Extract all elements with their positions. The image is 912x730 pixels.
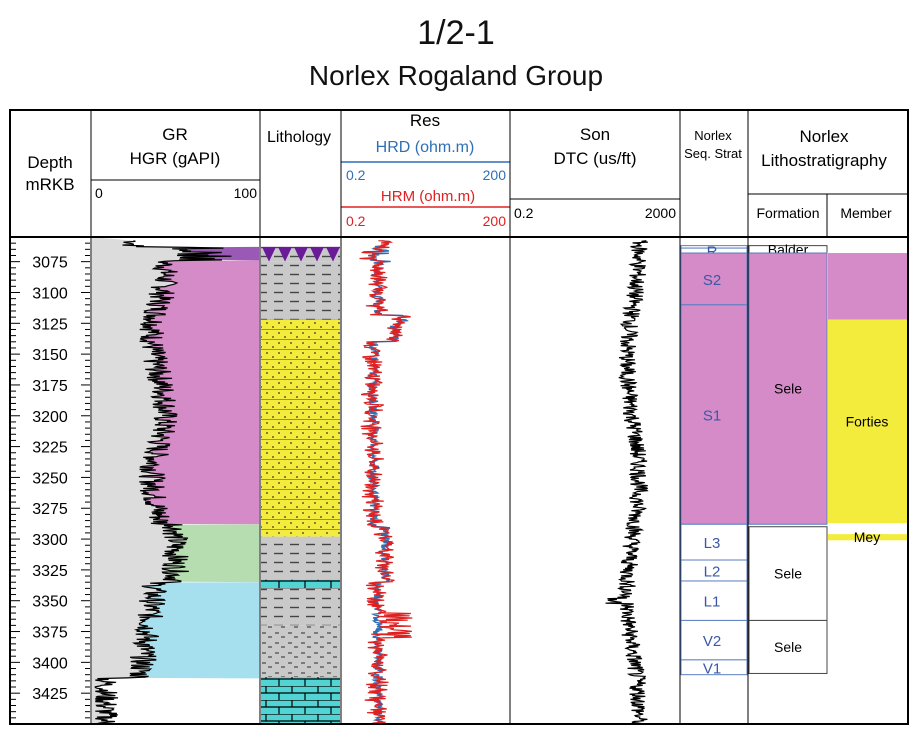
formation-label: Sele xyxy=(774,639,802,655)
depth-tick-label: 3325 xyxy=(32,563,68,580)
depth-tick-label: 3400 xyxy=(32,655,68,672)
formation-label: Sele xyxy=(774,381,802,397)
seq-strat-label: S1 xyxy=(703,408,721,425)
seq-strat-unit xyxy=(680,580,748,621)
member-track: Forties Mey xyxy=(828,253,907,545)
lithology-tuff-mark xyxy=(262,246,276,262)
lithology-tuff-mark xyxy=(278,246,292,262)
lithology-tuff-mark xyxy=(326,246,340,262)
seq-header: Norlex xyxy=(694,128,732,143)
lithology-marl xyxy=(261,625,340,678)
lithology-header: Lithology xyxy=(267,129,331,146)
lithology-track xyxy=(261,246,340,724)
formation-unit xyxy=(748,526,828,621)
depth-unit: mRKB xyxy=(25,175,74,194)
gr-unit: HGR (gAPI) xyxy=(130,149,221,168)
lithology-shale xyxy=(261,588,340,626)
gr-shale-fill xyxy=(92,237,232,724)
depth-tick-label: 3225 xyxy=(32,440,68,457)
depth-tick-label: 3350 xyxy=(32,594,68,611)
seq-strat-label: V2 xyxy=(703,633,721,650)
gr-header: GR xyxy=(162,125,188,144)
seq-strat-unit xyxy=(680,659,748,676)
depth-tick-label: 3425 xyxy=(32,686,68,703)
formation-header: Formation xyxy=(756,205,819,221)
son-header: Son xyxy=(580,125,610,144)
son-scale-min: 0.2 xyxy=(514,205,534,221)
depth-tick-label: 3075 xyxy=(32,255,68,272)
depth-tick-label: 3175 xyxy=(32,378,68,395)
formation-label: Sele xyxy=(774,566,802,582)
hrm-label: HRM (ohm.m) xyxy=(381,188,475,205)
depth-tick-label: 3200 xyxy=(32,409,68,426)
seq-strat-track: R S2 S1 L3 L2 L1 V2 V1 xyxy=(680,244,748,677)
frame-lines xyxy=(9,109,909,725)
hrm-scale-min: 0.2 xyxy=(346,213,366,229)
lithology-tuff-mark xyxy=(310,246,324,262)
seq-strat-label: L3 xyxy=(704,535,721,552)
lithology-shale xyxy=(261,261,340,320)
depth-tick-label: 3100 xyxy=(32,285,68,302)
lithology-sandstone xyxy=(261,319,340,537)
lithology-tuff-mark xyxy=(294,246,308,262)
son-track xyxy=(605,240,649,725)
formation-unit xyxy=(748,252,828,525)
lithology-limestone xyxy=(261,677,340,724)
depth-tick-label: 3150 xyxy=(32,347,68,364)
dtc-curve xyxy=(605,240,649,725)
seq-strat-label: R xyxy=(707,244,718,261)
header-lines xyxy=(90,179,908,237)
res-header: Res xyxy=(410,111,440,130)
lithology-limestone xyxy=(261,579,340,589)
seq-header-2: Seq. Strat xyxy=(684,146,742,161)
son-unit: DTC (us/ft) xyxy=(553,149,636,168)
lithology-shale xyxy=(261,536,340,580)
depth-tick-label: 3300 xyxy=(32,532,68,549)
gr-track xyxy=(92,237,259,725)
member-label: Forties xyxy=(846,413,889,429)
depth-tick-label: 3275 xyxy=(32,501,68,518)
member-header: Member xyxy=(840,205,892,221)
depth-tick-label: 3375 xyxy=(32,625,68,642)
seq-strat-label: L2 xyxy=(704,564,721,581)
hrd-scale-max: 200 xyxy=(483,167,507,183)
hrd-label: HRD (ohm.m) xyxy=(376,139,475,156)
depth-axis: 3075 3100 3125 3150 3175 3200 3225 3250 3275 3300… xyxy=(11,242,90,725)
gr-scale-min: 0 xyxy=(95,185,103,201)
member-label: Mey xyxy=(854,529,880,545)
hrd-scale-min: 0.2 xyxy=(346,167,366,183)
hrd-curve xyxy=(363,240,409,725)
litho-header-2: Lithostratigraphy xyxy=(761,151,887,170)
seq-strat-label: S2 xyxy=(703,272,721,289)
gr-zone-fill xyxy=(126,582,259,679)
seq-strat-label: V1 xyxy=(703,660,721,677)
seq-strat-unit xyxy=(680,304,748,525)
chart-title: 1/2-1 xyxy=(417,14,495,52)
litho-header: Norlex xyxy=(799,127,849,146)
depth-header: Depth xyxy=(27,153,72,172)
gr-scale-max: 100 xyxy=(234,185,258,201)
member-unit xyxy=(828,253,907,320)
gr-zone-fill xyxy=(138,260,259,525)
hrm-scale-max: 200 xyxy=(483,213,507,229)
depth-tick-label: 3125 xyxy=(32,316,68,333)
member-unit xyxy=(828,319,907,524)
chart-subtitle: Norlex Rogaland Group xyxy=(308,60,604,91)
formation-unit xyxy=(748,619,828,674)
hrm-curve xyxy=(359,240,413,725)
res-track xyxy=(359,240,413,725)
gr-curve xyxy=(94,240,232,725)
son-scale-max: 2000 xyxy=(645,205,676,221)
seq-strat-label: L1 xyxy=(704,594,721,611)
seq-strat-unit xyxy=(680,252,748,306)
depth-tick-label: 3250 xyxy=(32,470,68,487)
member-unit xyxy=(828,534,907,541)
